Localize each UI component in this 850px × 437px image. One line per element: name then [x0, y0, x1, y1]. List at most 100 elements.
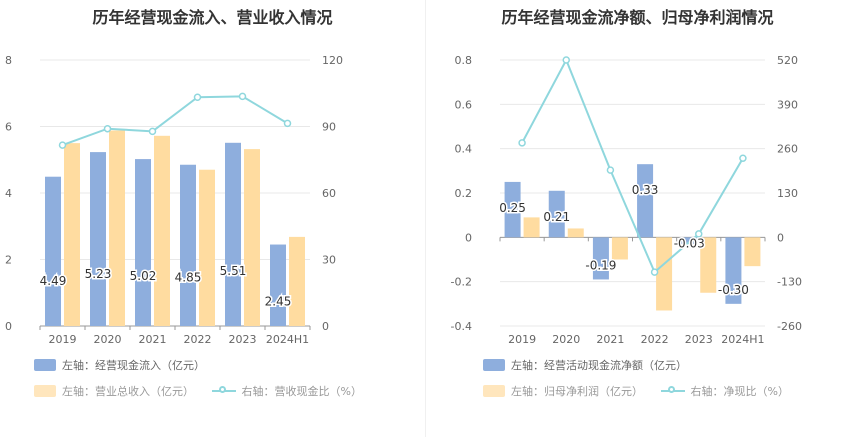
legend-swatch-blue	[483, 359, 505, 371]
left-axis-tick-label: 0	[5, 320, 12, 333]
category-label: 2019	[49, 333, 77, 346]
bar-data-label: -0.30	[718, 283, 749, 297]
bar-series2	[611, 237, 628, 260]
right-axis-tick-label: 260	[777, 143, 798, 156]
right-axis-tick-label: -130	[777, 276, 802, 289]
legend-line-swatch-teal	[660, 385, 685, 397]
left-chart-title: 历年经营现金流入、营业收入情况	[92, 8, 333, 27]
bar-series2	[64, 143, 80, 326]
right-axis-tick-label: 130	[777, 187, 798, 200]
legend-label-net-cash-ratio: 右轴：净现比（%）	[690, 385, 789, 398]
bar-series2	[700, 237, 717, 293]
line-point	[650, 268, 659, 276]
left-axis-tick-label: 0.8	[455, 54, 473, 67]
bar-series2	[567, 228, 584, 238]
legend-swatch-orange	[483, 385, 505, 397]
bar-data-label: 0.21	[543, 210, 570, 224]
bar-series1	[725, 237, 742, 304]
left-axis-tick-label: 0.2	[455, 187, 473, 200]
left-legend-row2: 左轴：营业总收入（亿元） 右轴：营收现金比（%）	[34, 383, 376, 400]
left-axis-tick-label: 6	[5, 121, 12, 134]
line-point	[562, 56, 570, 64]
category-label: 2022	[184, 333, 212, 346]
line-series3	[521, 57, 744, 274]
line-point	[283, 119, 292, 128]
right-axis-tick-label: 0	[322, 320, 329, 333]
legend-label-revenue: 左轴：营业总收入（亿元）	[62, 385, 194, 398]
bar-series2	[523, 217, 540, 238]
line-point	[103, 124, 112, 133]
bar-data-label: -0.03	[674, 236, 705, 250]
left-axis-tick-label: 8	[5, 54, 12, 67]
line-point	[695, 230, 703, 238]
right-axis-tick-label: 0	[777, 231, 784, 244]
bar-series2	[199, 169, 215, 326]
bar-data-label: 5.23	[85, 267, 112, 281]
legend-label-net-cash: 左轴：经营活动现金流净额（亿元）	[511, 359, 687, 372]
legend-item-net-profit[interactable]: 左轴：归母净利润（亿元）	[483, 383, 643, 399]
left-axis-tick-label: -0.4	[451, 320, 472, 333]
bar-series2	[744, 237, 761, 267]
left-axis-tick-label: 4	[5, 187, 12, 200]
bar-data-label: 5.02	[130, 269, 157, 283]
right-legend-row1: 左轴：经营活动现金流净额（亿元）	[483, 357, 701, 374]
legend-swatch-blue	[34, 359, 56, 371]
category-label: 2020	[552, 333, 580, 346]
bar-series1	[681, 237, 698, 244]
left-legend-row1: 左轴：经营现金流入（亿元）	[34, 357, 219, 374]
line-point	[238, 92, 247, 101]
bar-data-label: 5.51	[220, 264, 247, 278]
line-point	[193, 93, 202, 101]
left-axis-tick-label: 0	[465, 231, 472, 244]
panel-divider	[425, 0, 426, 437]
legend-label-inflow: 左轴：经营现金流入（亿元）	[62, 359, 205, 372]
right-axis-tick-label: 60	[322, 187, 336, 200]
legend-label-net-profit: 左轴：归母净利润（亿元）	[511, 385, 643, 398]
legend-item-revenue[interactable]: 左轴：营业总收入（亿元）	[34, 383, 194, 399]
legend-item-inflow[interactable]: 左轴：经营现金流入（亿元）	[34, 357, 205, 373]
bar-data-label: 0.33	[632, 183, 659, 197]
legend-item-net-cash[interactable]: 左轴：经营活动现金流净额（亿元）	[483, 357, 687, 373]
bar-series1	[504, 181, 521, 238]
line-point	[148, 127, 157, 136]
line-series3	[62, 95, 289, 147]
bar-data-label: 0.25	[499, 201, 526, 215]
bar-data-label: -0.19	[585, 258, 616, 272]
line-point	[606, 166, 615, 174]
bar-series1	[548, 190, 565, 238]
right-chart-svg: -0.4 -0.2 0 0.2 0.4 0.6 0.8 -260 -130 0 130 260 390 5…	[451, 54, 802, 346]
bar-series1	[225, 142, 241, 326]
legend-item-net-cash-ratio[interactable]: 右轴：净现比（%）	[660, 383, 789, 399]
category-label: 2023	[685, 333, 713, 346]
right-legend-row2: 左轴：归母净利润（亿元） 右轴：净现比（%）	[483, 383, 803, 400]
bar-series1	[592, 237, 609, 280]
legend-item-cash-ratio[interactable]: 右轴：营收现金比（%）	[211, 383, 362, 399]
bar-series1	[270, 244, 286, 326]
right-chart-panel: 历年经营现金流净额、归母净利润情况 -0.4 -0.2 0 0.2 0.4 0.6 0.8-…	[425, 0, 850, 437]
bar-series1	[135, 159, 151, 326]
right-axis-tick-label: -260	[777, 320, 802, 333]
right-axis-tick-label: 30	[322, 254, 336, 267]
right-axis-tick-label: 120	[322, 54, 343, 67]
line-point	[58, 141, 67, 149]
left-axis-tick-label: 0.4	[455, 143, 473, 156]
category-label: 2019	[508, 333, 536, 346]
category-label: 2021	[596, 333, 624, 346]
legend-label-cash-ratio: 右轴：营收现金比（%）	[241, 385, 362, 398]
bar-series1	[45, 176, 61, 326]
category-label: 2024H1	[721, 333, 764, 346]
legend-swatch-orange	[34, 385, 56, 397]
bar-series2	[656, 237, 673, 311]
line-point	[518, 139, 526, 147]
left-axis-tick-label: 0.6	[455, 98, 473, 111]
bar-data-label: 4.85	[175, 271, 202, 285]
bar-series2	[109, 130, 125, 326]
category-label: 2023	[229, 333, 257, 346]
line-point	[739, 154, 747, 162]
right-axis-tick-label: 90	[322, 121, 336, 134]
category-label: 2020	[94, 333, 122, 346]
left-chart-panel: 历年经营现金流入、营业收入情况 0 2 4 6 8 0 30 60 90 120 2019 2020 2…	[5, 8, 376, 400]
legend-line-swatch-teal	[211, 385, 236, 397]
bar-series1	[637, 164, 654, 238]
bar-data-label: 4.49	[40, 274, 67, 288]
